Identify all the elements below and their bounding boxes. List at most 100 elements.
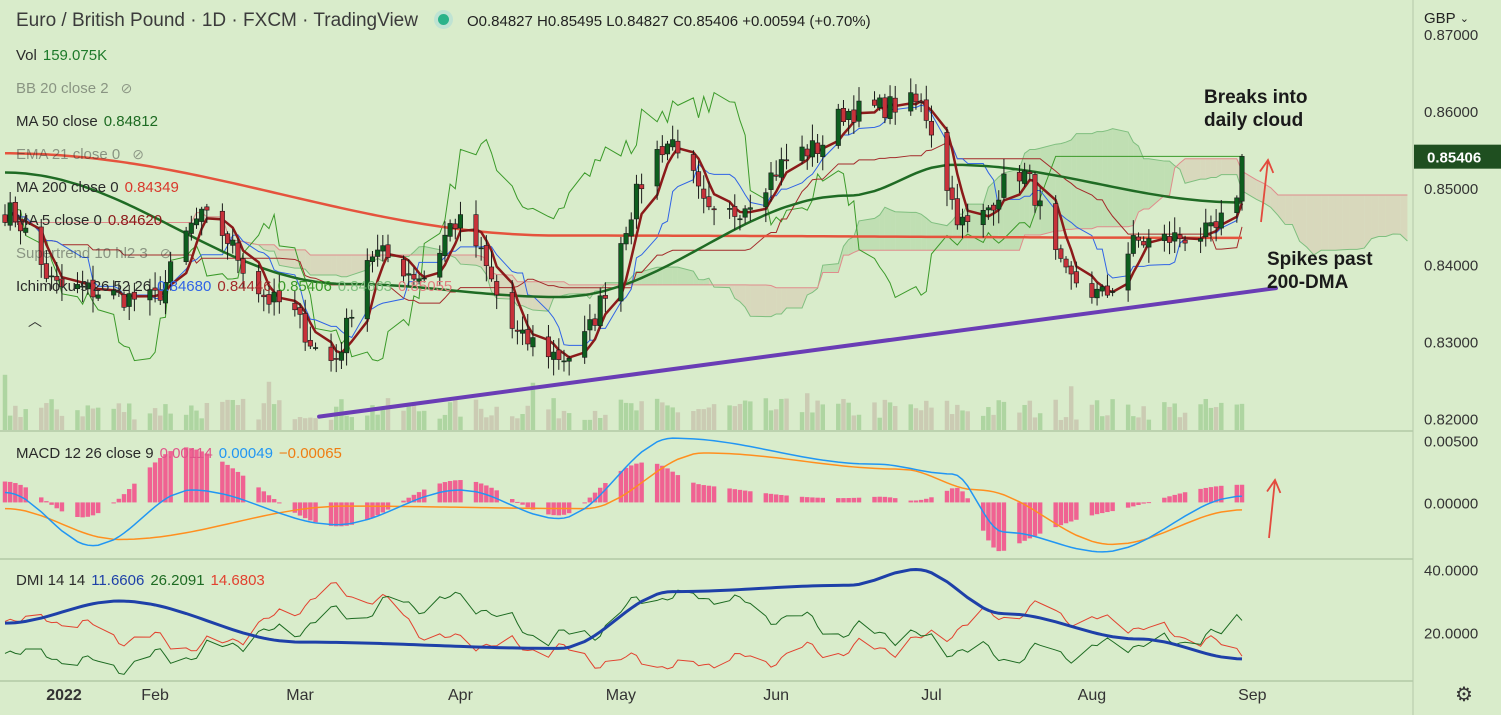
- macd-histogram-bar: [163, 454, 168, 503]
- price-tick-label: 0.85000: [1424, 181, 1478, 198]
- candle-body: [913, 93, 919, 103]
- candle-body: [768, 172, 774, 190]
- volume-bar: [1105, 415, 1110, 430]
- hidden-eye-icon[interactable]: ⊘: [132, 146, 144, 162]
- candle-body: [696, 171, 702, 187]
- plus-di-line: [4, 589, 1243, 675]
- candle-body: [654, 149, 660, 187]
- macd-histogram-bar: [7, 481, 13, 503]
- candle-body: [1213, 221, 1219, 228]
- candle-body: [1037, 200, 1043, 207]
- hidden-eye-icon[interactable]: ⊘: [120, 80, 133, 96]
- cloud-segment: [1299, 195, 1307, 248]
- cloud-segment: [1200, 158, 1206, 180]
- macd-histogram-bar: [220, 461, 225, 503]
- macd-histogram-bar: [1141, 502, 1146, 504]
- currency-label: GBP: [1424, 10, 1456, 27]
- legend-vol[interactable]: Vol 159.075K: [16, 47, 107, 64]
- candle-body: [80, 285, 86, 288]
- volume-bar: [924, 400, 929, 430]
- arrow-cloud-head: [1259, 158, 1275, 174]
- volume-bar: [706, 407, 712, 430]
- cloud-segment: [1364, 195, 1372, 249]
- legend-supertrend[interactable]: Supertrend 10 hl2 3 ⊘: [16, 245, 172, 262]
- legend-macd-label: MACD 12 26 close 9: [16, 445, 154, 462]
- candle-body: [297, 307, 303, 315]
- symbol-title[interactable]: Euro / British Pound · 1D · FXCM · Tradi…: [16, 10, 418, 31]
- legend-ma50[interactable]: MA 50 close 0.84812: [16, 113, 158, 130]
- macd-histogram-bar: [494, 490, 499, 503]
- price-tick-label: 0.82000: [1424, 411, 1478, 428]
- candle-body: [509, 292, 515, 329]
- cloud-segment: [346, 255, 352, 277]
- volume-bar: [1068, 386, 1074, 430]
- candle-body: [551, 351, 557, 360]
- legend-macd[interactable]: MACD 12 26 close 9 0.00114 0.00049 −0.00065: [16, 445, 342, 462]
- legend-ma5[interactable]: MA 5 close 0 0.84620: [16, 212, 162, 229]
- volume-bar: [1167, 406, 1172, 430]
- candle-body: [1104, 285, 1110, 296]
- volume-bar: [183, 414, 189, 430]
- macd-histogram-bar: [189, 448, 194, 503]
- cloud-segment: [310, 255, 316, 276]
- macd-histogram-bar: [13, 483, 18, 503]
- support-trendline: [317, 286, 1278, 419]
- candle-body: [111, 290, 117, 296]
- legend-ema21[interactable]: EMA 21 close 0 ⊘: [16, 146, 144, 163]
- macd-histogram-bar: [944, 490, 950, 503]
- candle-body: [1135, 236, 1142, 241]
- macd-histogram-bar: [1213, 486, 1219, 503]
- macd-histogram-bar: [1074, 502, 1079, 520]
- axes: 0.87000 0.86000 0.85000 0.84000 0.83000 0.820…: [46, 27, 1501, 704]
- volume-bar: [90, 408, 96, 430]
- cloud-segment: [336, 255, 342, 277]
- volume-bar: [784, 398, 789, 430]
- gear-icon[interactable]: ⚙: [1455, 684, 1473, 706]
- symbol-header[interactable]: Euro / British Pound · 1D · FXCM · Tradi…: [16, 10, 871, 32]
- cloud-segment: [1256, 179, 1264, 203]
- macd-histogram-bar: [1167, 496, 1172, 503]
- candle-body: [333, 358, 339, 360]
- hidden-eye-icon[interactable]: ⊘: [159, 245, 172, 261]
- candle-body: [587, 319, 593, 331]
- legend-ema21-label: EMA 21 close 0: [16, 146, 121, 163]
- macd-histogram-bar: [380, 502, 386, 513]
- macd-histogram-bar: [882, 496, 888, 503]
- volume-bar: [918, 410, 924, 430]
- volume-bar: [846, 402, 851, 430]
- macd-histogram-bar: [515, 501, 520, 503]
- cloud-segment: [460, 255, 476, 266]
- candle-body: [820, 144, 826, 157]
- legend-ma200[interactable]: MA 200 close 0 0.84349: [16, 179, 179, 196]
- macd-histogram-bar: [334, 502, 339, 527]
- volume-bar: [266, 381, 272, 430]
- volume-bar: [152, 408, 158, 430]
- candle-body: [711, 208, 717, 211]
- macd-histogram-bar: [90, 502, 96, 516]
- candle-body: [85, 282, 91, 290]
- legend-ichimoku[interactable]: Ichimoku 9 26 52 26 0.84680 0.84446 0.85406…: [16, 278, 452, 295]
- legend-ma5-label: MA 5 close 0: [16, 212, 102, 229]
- volume-bar: [85, 405, 91, 430]
- macd-histogram-bar: [204, 453, 210, 503]
- trendline[interactable]: [317, 286, 1278, 419]
- legend-dmi[interactable]: DMI 14 14 11.6606 26.2091 14.6803: [16, 572, 265, 589]
- volume-bar: [375, 414, 380, 430]
- volume-bar: [509, 416, 515, 430]
- macd-histogram-bar: [277, 502, 282, 504]
- macd-histogram-bar: [1177, 493, 1183, 503]
- candle-body: [664, 143, 671, 155]
- legend-bb[interactable]: BB 20 close 2 ⊘: [16, 80, 132, 97]
- candle-body: [17, 220, 24, 232]
- currency-button[interactable]: GBP ⌄: [1424, 10, 1469, 27]
- volume-bar: [1162, 402, 1167, 430]
- cloud-segment: [1133, 142, 1139, 226]
- macd-histogram-bar: [779, 494, 784, 503]
- cloud-segment: [843, 239, 849, 256]
- chevron-down-icon: ⌄: [1459, 13, 1469, 25]
- macd-histogram-bar: [365, 502, 370, 520]
- volume-bar: [530, 382, 536, 430]
- collapse-legend-button[interactable]: ︿: [28, 313, 42, 329]
- candle-body: [918, 100, 924, 103]
